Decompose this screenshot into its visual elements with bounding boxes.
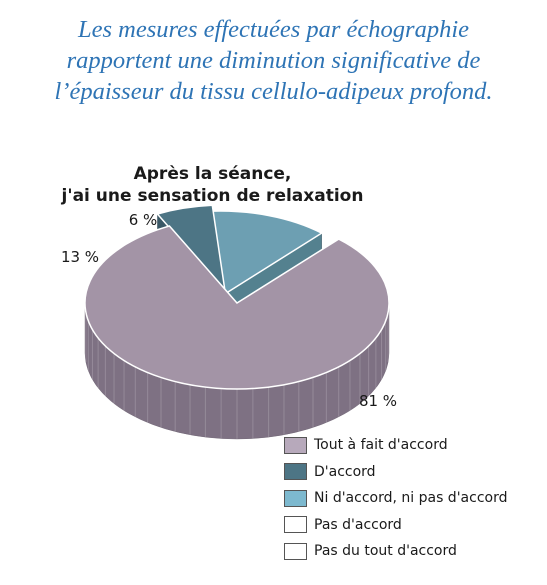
legend-label: Tout à fait d'accord [314, 437, 448, 454]
pie-slice [84, 225, 390, 390]
intro-line: l’épaisseur du tissu cellulo-adipeux pro… [54, 78, 493, 105]
intro-line: rapportent une diminution significative … [66, 47, 481, 74]
legend-label: Pas du tout d'accord [314, 543, 457, 560]
intro-text: Les mesures effectuées par échographie r… [0, 14, 547, 107]
legend-swatch [284, 463, 307, 481]
legend: Tout à fait d'accord D'accord Ni d'accor… [284, 432, 544, 565]
legend-item: Pas d'accord [284, 512, 544, 539]
legend-swatch [284, 436, 307, 454]
legend-item: Pas du tout d'accord [284, 538, 544, 565]
chart-title-line: Après la séance, [133, 164, 292, 184]
pie-slice [206, 210, 324, 299]
chart-title: Après la séance, j'ai une sensation de r… [40, 163, 385, 207]
legend-label: D'accord [314, 463, 376, 480]
slice-value-label: 6 % [129, 211, 158, 229]
slice-value-label: 13 % [61, 248, 99, 266]
legend-swatch [284, 489, 307, 507]
legend-swatch [284, 542, 307, 560]
slice-value-label: 81 % [359, 392, 397, 410]
legend-item: Ni d'accord, ni pas d'accord [284, 485, 544, 512]
legend-swatch [284, 516, 307, 534]
pie-slice-side [84, 302, 390, 440]
legend-label: Ni d'accord, ni pas d'accord [314, 490, 508, 507]
legend-label: Pas d'accord [314, 516, 402, 533]
intro-line: Les mesures effectuées par échographie [78, 16, 469, 43]
chart-title-line: j'ai une sensation de relaxation [61, 186, 364, 206]
legend-item: Tout à fait d'accord [284, 432, 544, 459]
legend-item: D'accord [284, 459, 544, 486]
